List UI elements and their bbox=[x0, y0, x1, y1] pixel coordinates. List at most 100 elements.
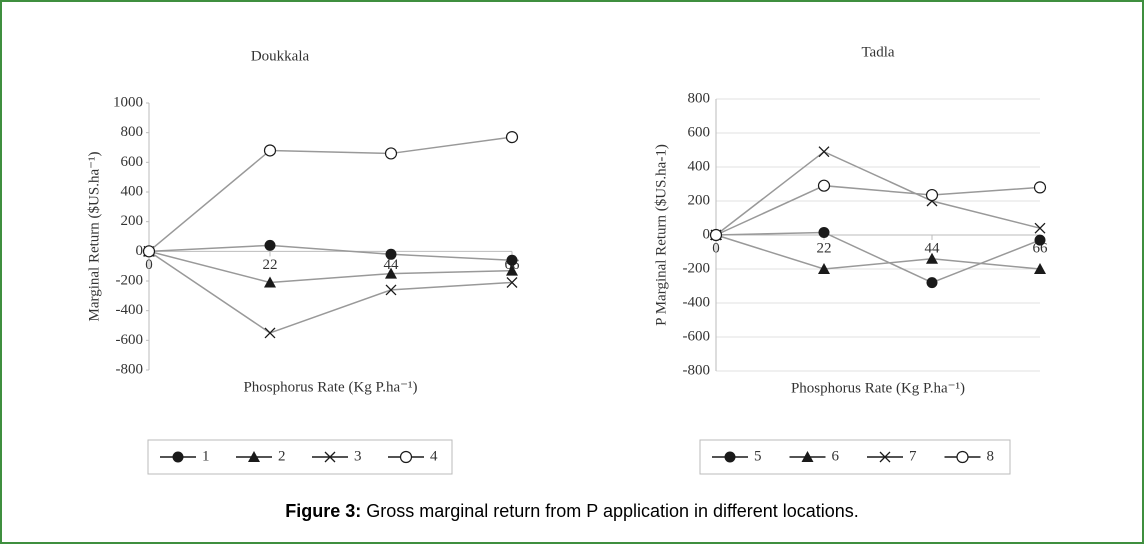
legend-marker bbox=[248, 451, 260, 462]
point-shape bbox=[1033, 181, 1047, 194]
y-tick-label: -400 bbox=[683, 294, 711, 310]
legend-marker-shape bbox=[879, 451, 891, 463]
x-tick-label: 66 bbox=[1033, 240, 1049, 256]
point bbox=[384, 147, 398, 160]
point bbox=[817, 179, 831, 192]
point-shape bbox=[385, 284, 397, 296]
y-tick-label: 400 bbox=[688, 158, 711, 174]
point bbox=[142, 245, 156, 258]
point-shape bbox=[506, 277, 518, 288]
chart-title: Doukkala bbox=[251, 48, 310, 64]
point bbox=[925, 188, 939, 202]
point-shape bbox=[142, 245, 156, 258]
y-tick-label: 400 bbox=[121, 183, 144, 199]
point-shape bbox=[926, 252, 938, 264]
point bbox=[818, 226, 830, 238]
point-shape bbox=[818, 146, 830, 158]
point-shape bbox=[818, 226, 830, 238]
legend-marker bbox=[879, 451, 891, 463]
y-tick-label: -200 bbox=[116, 272, 144, 288]
legend-label: 8 bbox=[987, 448, 995, 464]
legend-label: 7 bbox=[909, 448, 917, 464]
y-tick-label: -800 bbox=[683, 362, 711, 378]
x-tick-label: 44 bbox=[925, 240, 941, 256]
y-tick-label: 0 bbox=[136, 243, 144, 259]
y-tick-label: 800 bbox=[121, 124, 144, 140]
point-shape bbox=[385, 248, 397, 260]
x-axis-label: Phosphorus Rate (Kg P.ha⁻¹) bbox=[791, 380, 965, 396]
chart-title: Tadla bbox=[861, 44, 894, 60]
point bbox=[818, 146, 830, 158]
point-shape bbox=[264, 276, 276, 288]
y-tick-label: 600 bbox=[121, 154, 144, 170]
legend-label: 2 bbox=[278, 448, 286, 464]
point bbox=[506, 277, 518, 288]
y-tick-label: -600 bbox=[116, 332, 144, 348]
caption-label: Figure 3: bbox=[285, 501, 361, 521]
x-tick-label: 0 bbox=[145, 257, 153, 273]
point-shape bbox=[385, 267, 397, 279]
point bbox=[1034, 222, 1046, 234]
legend-marker bbox=[324, 451, 336, 463]
y-tick-label: 1000 bbox=[113, 94, 143, 110]
point-shape bbox=[384, 147, 398, 160]
point-shape bbox=[1034, 263, 1046, 274]
series-line bbox=[148, 136, 513, 252]
legend-marker-shape bbox=[172, 451, 184, 463]
legend-marker-shape bbox=[801, 451, 814, 462]
y-tick-label: 600 bbox=[688, 124, 711, 140]
point bbox=[926, 277, 938, 289]
legend-marker bbox=[724, 451, 736, 463]
point-shape bbox=[264, 327, 276, 339]
y-tick-label: -200 bbox=[683, 260, 711, 276]
legend-marker bbox=[172, 451, 184, 463]
point-shape bbox=[1034, 234, 1046, 246]
caption-text: Gross marginal return from P application… bbox=[366, 501, 859, 521]
legend-label: 5 bbox=[754, 448, 762, 464]
point-shape bbox=[263, 144, 277, 157]
point-shape bbox=[817, 179, 831, 192]
x-tick-label: 44 bbox=[384, 257, 400, 273]
point bbox=[1034, 263, 1046, 274]
series-line bbox=[715, 231, 1041, 284]
series-line bbox=[715, 150, 1041, 236]
y-tick-label: 800 bbox=[688, 90, 711, 106]
caption: Figure 3: Gross marginal return from P ap… bbox=[285, 501, 859, 521]
legend-marker-shape bbox=[324, 451, 336, 463]
point bbox=[506, 264, 518, 276]
legend-marker bbox=[801, 451, 814, 462]
y-tick-label: 200 bbox=[688, 192, 711, 208]
point bbox=[264, 239, 276, 251]
point bbox=[1034, 234, 1046, 246]
y-tick-label: -600 bbox=[683, 328, 711, 344]
point-shape bbox=[505, 131, 519, 144]
point bbox=[1033, 181, 1047, 194]
legend-marker bbox=[956, 450, 969, 464]
point-shape bbox=[506, 254, 518, 266]
x-tick-label: 22 bbox=[263, 257, 278, 273]
point bbox=[263, 144, 277, 157]
y-axis-label: Marginal Return ($US.ha⁻¹) bbox=[86, 151, 102, 321]
y-axis-label: P Marginal Return ($US.ha-1) bbox=[653, 144, 669, 326]
x-axis-label: Phosphorus Rate (Kg P.ha⁻¹) bbox=[243, 379, 417, 395]
series-line bbox=[148, 250, 513, 284]
y-tick-label: 200 bbox=[121, 213, 144, 229]
series-line bbox=[715, 184, 1041, 236]
point bbox=[264, 276, 276, 288]
y-tick-label: -400 bbox=[116, 302, 144, 318]
point-shape bbox=[925, 188, 939, 202]
point bbox=[385, 284, 397, 296]
point bbox=[505, 131, 519, 144]
point bbox=[385, 248, 397, 260]
legend-marker bbox=[399, 450, 413, 464]
point-shape bbox=[818, 263, 830, 274]
legend-label: 6 bbox=[832, 448, 840, 464]
series-line bbox=[715, 234, 1041, 270]
point-shape bbox=[709, 228, 723, 242]
y-tick-label: -800 bbox=[116, 361, 144, 377]
x-tick-label: 0 bbox=[712, 240, 720, 256]
legend-label: 4 bbox=[430, 448, 438, 464]
legend-label: 1 bbox=[202, 448, 210, 464]
